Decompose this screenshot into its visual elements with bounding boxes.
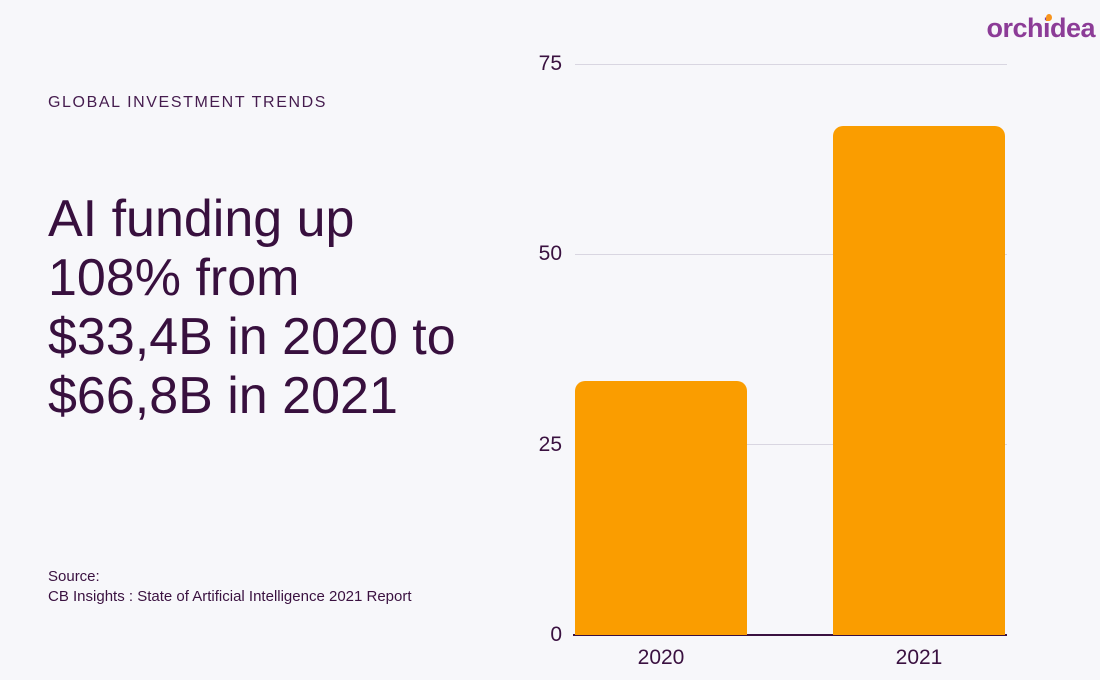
kicker-label: GLOBAL INVESTMENT TRENDS xyxy=(48,94,328,111)
source-text: CB Insights : State of Artificial Intell… xyxy=(48,588,412,605)
y-axis-tick-label: 75 xyxy=(538,52,562,75)
brand-logo-text: orchidea xyxy=(986,13,1095,43)
bar-2021 xyxy=(833,126,1005,635)
axis-baseline xyxy=(573,634,1007,636)
gridline-50 xyxy=(575,253,1007,255)
gridline-25 xyxy=(575,444,1007,446)
headline-line: $66,8B in 2021 xyxy=(48,367,398,425)
headline-line: $33,4B in 2020 to xyxy=(48,308,456,366)
y-axis-tick-label: 50 xyxy=(538,242,562,266)
logo-i-dot-icon xyxy=(1046,14,1053,21)
headline-line: AI funding up xyxy=(48,190,355,248)
gridline-75 xyxy=(575,63,1007,65)
bar-2020 xyxy=(575,381,747,635)
source-label: Source: xyxy=(48,568,100,585)
headline: AI funding up 108% from $33,4B in 2020 t… xyxy=(48,190,548,426)
x-axis-label-2020: 2020 xyxy=(637,646,685,669)
y-axis-tick-label: 0 xyxy=(550,623,562,646)
source-note: Source: CB Insights : State of Artificia… xyxy=(48,567,412,607)
y-axis-tick-label: 25 xyxy=(538,432,562,456)
headline-line: 108% from xyxy=(48,249,300,307)
brand-logo: orchidea xyxy=(986,13,1095,44)
x-axis-label-2021: 2021 xyxy=(895,646,943,669)
